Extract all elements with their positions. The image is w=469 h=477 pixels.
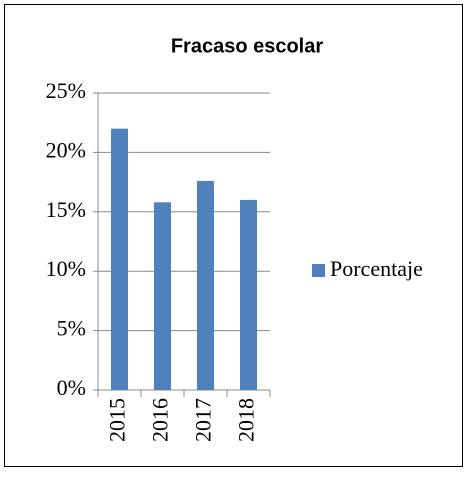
chart-title: Fracaso escolar	[171, 35, 324, 57]
x-tick-label: 2016	[148, 398, 173, 442]
x-tick-label: 2018	[234, 398, 259, 442]
y-tick-label: 5%	[57, 316, 86, 341]
x-tick-label: 2017	[191, 398, 216, 442]
y-tick-label: 0%	[57, 375, 86, 400]
bar	[240, 199, 257, 390]
y-tick-label: 10%	[46, 256, 86, 281]
y-tick-label: 25%	[46, 78, 86, 103]
bar	[111, 128, 128, 390]
legend-label: Porcentaje	[330, 256, 423, 281]
y-tick-label: 20%	[46, 137, 86, 162]
bar	[154, 202, 171, 390]
bar	[197, 180, 214, 390]
legend-swatch	[312, 264, 325, 277]
y-tick-label: 15%	[46, 197, 86, 222]
x-tick-label: 2015	[105, 398, 130, 442]
